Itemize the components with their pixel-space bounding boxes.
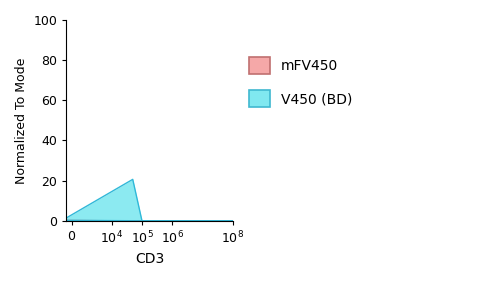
Y-axis label: Normalized To Mode: Normalized To Mode <box>15 57 28 183</box>
X-axis label: CD3: CD3 <box>135 252 164 266</box>
Legend: mFV450, V450 (BD): mFV450, V450 (BD) <box>243 51 357 113</box>
